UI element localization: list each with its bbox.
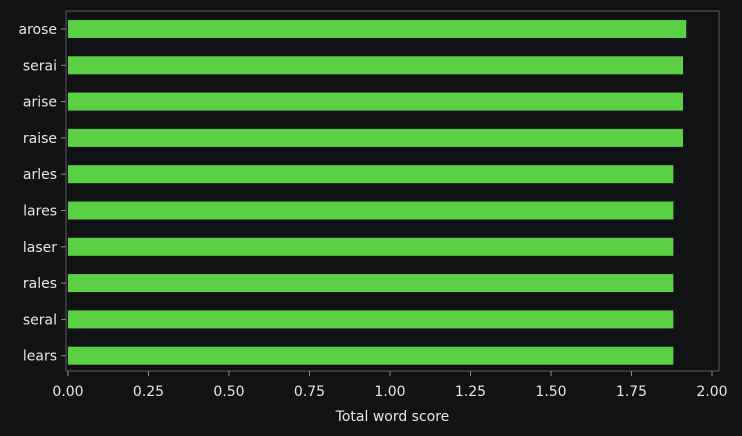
y-tick-label: lears	[23, 349, 57, 365]
bar-arise	[68, 92, 684, 111]
bar-seral	[68, 310, 674, 329]
x-tick-label: 1.00	[374, 384, 405, 400]
bar-lears	[68, 346, 674, 365]
y-tick-label: serai	[23, 58, 57, 74]
bar-arose	[68, 20, 687, 38]
plot-frame	[65, 10, 720, 372]
x-tick-label: 1.75	[616, 384, 647, 400]
bar-arles	[68, 165, 674, 184]
bar-laser	[68, 237, 674, 256]
x-axis-title: Total word score	[335, 409, 450, 425]
y-tick-label: laser	[23, 240, 57, 256]
y-tick-label: arise	[23, 95, 57, 111]
x-tick-label: 0.25	[133, 384, 164, 400]
x-tick-label: 2.00	[696, 384, 727, 400]
y-tick-label: lares	[23, 204, 57, 220]
x-tick-label: 1.50	[535, 384, 566, 400]
x-axis: 0.00 0.25 0.50 0.75 1.00 1.25 1.50 1.75 2.00	[52, 371, 728, 400]
x-tick-label: 0.50	[213, 384, 244, 400]
x-tick-label: 0.00	[52, 384, 83, 400]
bar-rales	[68, 274, 674, 293]
bar-serai	[68, 56, 684, 75]
bars-group	[68, 20, 687, 365]
y-tick-label: arles	[23, 167, 57, 183]
bar-raise	[68, 128, 684, 147]
y-tick-labels: arose serai arise raise arles lares laser rales…	[19, 22, 66, 365]
y-tick-label: seral	[23, 312, 57, 328]
y-tick-label: arose	[19, 22, 58, 38]
y-tick-label: rales	[23, 276, 57, 292]
x-tick-label: 0.75	[294, 384, 325, 400]
y-tick-label: raise	[23, 131, 57, 147]
x-tick-label: 1.25	[455, 384, 486, 400]
bar-lares	[68, 201, 674, 220]
